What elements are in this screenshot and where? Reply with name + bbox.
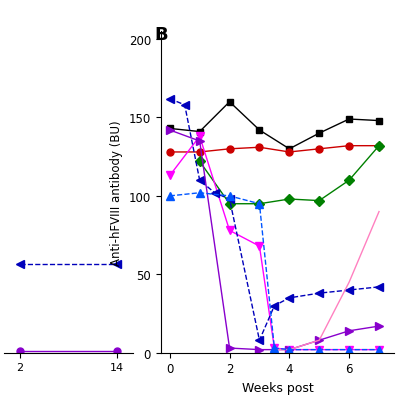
X-axis label: Weeks post: Weeks post — [241, 381, 312, 394]
Text: B: B — [154, 26, 168, 44]
Y-axis label: Anti-hFVIII antibody (BU): Anti-hFVIII antibody (BU) — [110, 120, 123, 265]
